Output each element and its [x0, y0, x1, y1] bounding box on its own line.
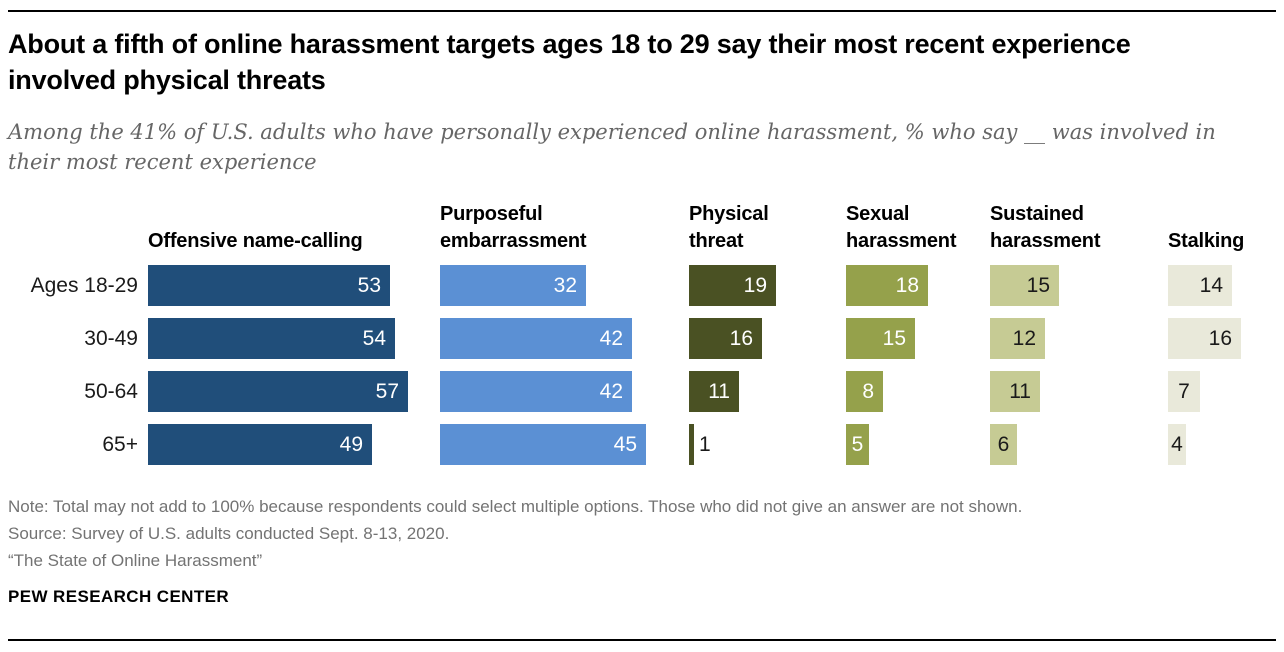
bar-value-label: 19 [743, 274, 767, 297]
chart-title: About a fifth of online harassment targe… [8, 29, 1131, 95]
bar-value-label: 16 [729, 327, 753, 350]
bar-offensive-name-calling-50-64: 57 [148, 371, 408, 412]
bar-stalking-30-49: 16 [1168, 318, 1241, 359]
bar-sustained-harassment-50-64: 11 [990, 371, 1040, 412]
bar-sustained-harassment-65: 6 [990, 424, 1017, 465]
bar-value-label: 7 [1178, 380, 1190, 403]
note-text: Note: Total may not add to 100% because … [8, 497, 1023, 516]
bar-sexual-harassment-30-49: 15 [846, 318, 915, 359]
bar-offensive-name-calling-65: 49 [148, 424, 372, 465]
bar-physical-threat-30-49: 16 [689, 318, 762, 359]
bar-value-label: 32 [553, 274, 577, 297]
bar-value-label: 12 [1012, 327, 1036, 350]
column-header-sustained-harassment: Sustained harassment [990, 203, 1101, 252]
chart-subtitle: Among the 41% of U.S. adults who have pe… [8, 120, 1216, 174]
bar-value-label: 16 [1208, 327, 1232, 350]
bar-value-label: 8 [862, 380, 874, 403]
row-label-50-64: 50-64 [84, 380, 138, 403]
bar-value-label: 18 [895, 274, 919, 297]
bar-physical-threat-65 [689, 424, 694, 465]
top-divider [8, 10, 1276, 12]
bar-value-label: 42 [599, 380, 623, 403]
bar-purposeful-embarrassment-30-49: 42 [440, 318, 632, 359]
column-header-offensive-name-calling: Offensive name-calling [148, 230, 363, 252]
column-header-stalking: Stalking [1168, 230, 1245, 252]
bar-sustained-harassment-ages-18-29: 15 [990, 265, 1059, 306]
bar-sustained-harassment-30-49: 12 [990, 318, 1045, 359]
column-header-sexual-harassment: Sexual harassment [846, 203, 957, 252]
bar-value-label: 5 [851, 433, 864, 456]
bar-stalking-ages-18-29: 14 [1168, 265, 1232, 306]
bar-value-label: 14 [1199, 274, 1223, 297]
bar-value-label: 57 [375, 380, 399, 403]
bar-physical-threat-50-64: 11 [689, 371, 739, 412]
column-header-purposeful-embarrassment: Purposeful embarrassment [440, 203, 587, 252]
bar-stalking-65: 4 [1168, 424, 1186, 465]
bar-stalking-50-64: 7 [1168, 371, 1200, 412]
bar-value-label: 15 [882, 327, 906, 350]
bar-offensive-name-calling-ages-18-29: 53 [148, 265, 390, 306]
source-text: Source: Survey of U.S. adults conducted … [8, 524, 450, 543]
bar-value-label: 45 [613, 433, 637, 456]
bar-value-label: 11 [1009, 380, 1031, 403]
brand-logo-text: PEW RESEARCH CENTER [8, 587, 230, 606]
bottom-divider [8, 639, 1276, 641]
bar-physical-threat-ages-18-29: 19 [689, 265, 776, 306]
bar-value-label: 11 [708, 380, 730, 403]
bar-value-label: 49 [339, 433, 363, 456]
row-label-30-49: 30-49 [84, 327, 138, 350]
bar-purposeful-embarrassment-65: 45 [440, 424, 646, 465]
column-header-physical-threat: Physical threat [689, 203, 769, 252]
bar-value-label: 42 [599, 327, 623, 350]
bar-value-label: 4 [1171, 433, 1183, 456]
bar-offensive-name-calling-30-49: 54 [148, 318, 395, 359]
bar-sexual-harassment-65: 5 [846, 424, 869, 465]
bar-value-label: 54 [362, 327, 386, 350]
bar-value-label: 6 [997, 433, 1010, 456]
bar-sexual-harassment-ages-18-29: 18 [846, 265, 928, 306]
bar-value-label: 15 [1026, 274, 1050, 297]
bar-purposeful-embarrassment-ages-18-29: 32 [440, 265, 586, 306]
row-label-65: 65+ [102, 433, 138, 456]
row-label-ages-18-29: Ages 18-29 [30, 274, 138, 297]
bar-purposeful-embarrassment-50-64: 42 [440, 371, 632, 412]
report-title-text: “The State of Online Harassment” [8, 551, 263, 570]
bar-value-label: 53 [357, 274, 381, 297]
bar-sexual-harassment-50-64: 8 [846, 371, 883, 412]
bar-value-label: 1 [699, 433, 711, 456]
